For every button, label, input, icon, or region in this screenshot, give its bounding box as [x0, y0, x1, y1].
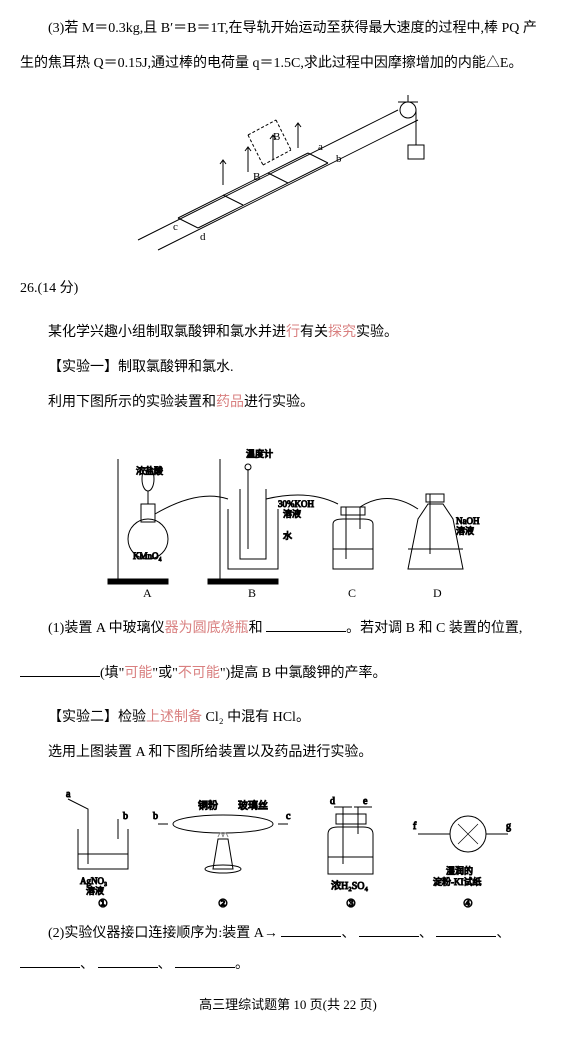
problem-3-line1: (3)若 M＝0.3kg,且 B′＝B＝1T,在导轨开始运动至获得最大速度的过程…	[20, 14, 556, 45]
svg-text:d: d	[330, 796, 335, 807]
svg-text:f: f	[413, 821, 417, 832]
apparatus-diagram-2: a b AgNO₃ 溶液 ① b c 铜粉 玻璃丝 ② d e 浓H₂SO₄ ③…	[58, 779, 518, 909]
label-A: A	[143, 586, 152, 600]
svg-text:浓盐酸: 浓盐酸	[136, 465, 163, 476]
label-C: C	[348, 586, 356, 600]
svg-text:浓H₂SO₄: 浓H₂SO₄	[331, 880, 368, 892]
red-text: 探究	[328, 325, 356, 340]
red-text: 行	[286, 325, 300, 340]
exp1-desc: 利用下图所示的实验装置和药品进行实验。	[20, 388, 556, 419]
blank	[98, 953, 158, 968]
svg-text:溶液: 溶液	[456, 525, 474, 536]
svg-text:水: 水	[283, 530, 292, 541]
apparatus-diagram-1: KMnO₄ 浓盐酸 温度计 30%KOH 溶液 水 NaOH 溶液 A B C …	[78, 429, 498, 604]
sub-question-2: (2)实验仪器接口连接顺序为:装置 A→ 、 、 、 、 、 。	[20, 919, 556, 981]
exp2-title: 【实验二】检验上述制备 Cl₂ 中混有 HCl。	[20, 703, 556, 734]
svg-text:KMnO₄: KMnO₄	[133, 551, 162, 561]
red-text: 器为圆底烧瓶	[165, 621, 249, 636]
label-d: d	[200, 231, 206, 243]
red-text: 药品	[216, 395, 244, 410]
label-b: b	[336, 153, 342, 165]
sub-question-1b: (填"可能"或"不可能")提高 B 中氯酸钾的产率。	[20, 659, 556, 690]
exp2-desc: 选用上图装置 A 和下图所给装置以及药品进行实验。	[20, 738, 556, 769]
question-26: 26.(14 分)	[20, 274, 556, 305]
blank	[436, 922, 496, 937]
label-a: a	[318, 141, 323, 153]
q26-intro: 某化学兴趣小组制取氯酸钾和氯水并进行有关探究实验。	[20, 318, 556, 349]
svg-text:铜粉: 铜粉	[198, 799, 218, 812]
svg-text:湿润的: 湿润的	[446, 865, 473, 876]
label-c: c	[173, 221, 178, 233]
svg-text:玻璃丝: 玻璃丝	[238, 799, 268, 812]
exp1-title: 【实验一】制取氯酸钾和氯水.	[20, 353, 556, 384]
svg-text:g: g	[506, 821, 511, 832]
blank	[281, 922, 341, 937]
svg-text:NaOH: NaOH	[456, 516, 480, 526]
label-Bp: B	[273, 131, 280, 143]
label-D: D	[433, 586, 442, 600]
red-text: 可能	[124, 666, 152, 681]
svg-text:温度计: 温度计	[246, 448, 273, 459]
blank	[20, 662, 100, 677]
svg-text:30%KOH: 30%KOH	[278, 499, 314, 509]
svg-text:溶液: 溶液	[86, 885, 104, 896]
svg-text:溶液: 溶液	[283, 508, 301, 519]
blank	[175, 953, 235, 968]
blank	[20, 953, 80, 968]
svg-text:e: e	[363, 796, 368, 807]
svg-text:b: b	[123, 811, 128, 822]
svg-text:b: b	[153, 811, 158, 822]
problem-3-line2: 生的焦耳热 Q＝0.15J,通过棒的电荷量 q＝1.5C,求此过程中因摩擦增加的…	[20, 49, 556, 80]
label-B: B	[253, 171, 260, 183]
sub-question-1: (1)装置 A 中玻璃仪器为圆底烧瓶和 。若对调 B 和 C 装置的位置,	[20, 614, 556, 645]
red-text: 不可能	[178, 666, 220, 681]
svg-text:淀粉-KI试纸: 淀粉-KI试纸	[433, 876, 482, 887]
blank	[359, 922, 419, 937]
label-B: B	[248, 586, 256, 600]
blank	[266, 617, 346, 632]
page-footer: 高三理综试题第 10 页(共 22 页)	[20, 991, 556, 1020]
red-text: 上述制备	[146, 710, 202, 725]
svg-text:AgNO₃: AgNO₃	[80, 876, 107, 886]
svg-text:c: c	[286, 811, 291, 822]
svg-text:a: a	[66, 789, 71, 800]
rail-diagram: c d B B a b	[118, 90, 458, 260]
